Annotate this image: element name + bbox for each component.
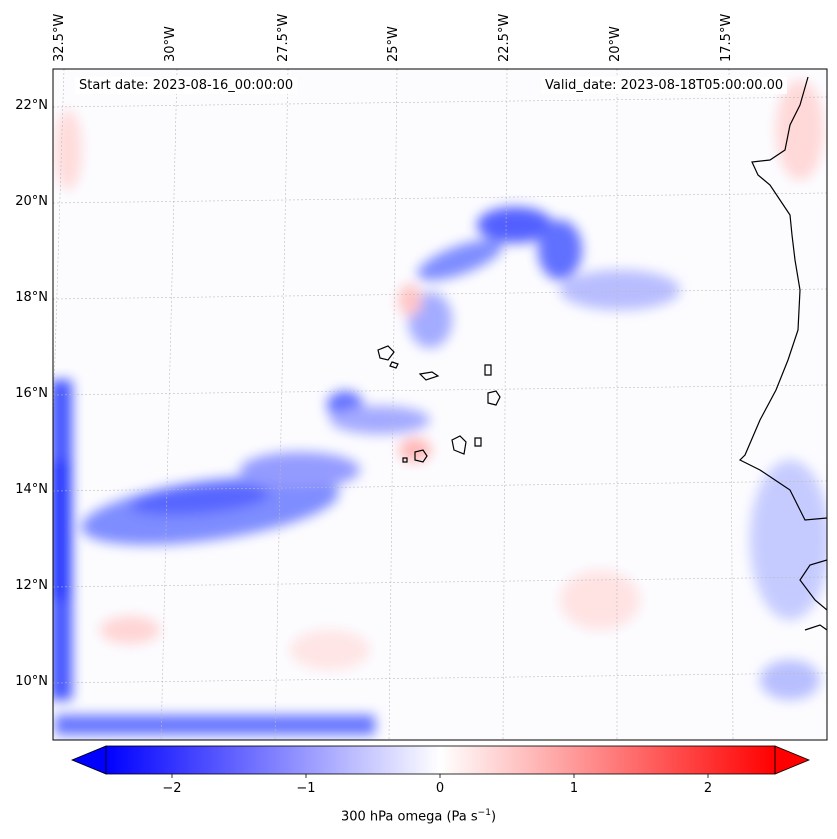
colorbar-tick-label: −1 xyxy=(296,781,316,796)
lon-label: 20°W xyxy=(608,26,623,62)
lon-label: 17.5°W xyxy=(719,13,734,62)
lat-label: 22°N xyxy=(15,98,48,113)
lat-label: 14°N xyxy=(15,482,48,497)
map-frame xyxy=(52,68,828,741)
colorbar-tick-label: 1 xyxy=(569,781,579,796)
lat-label: 18°N xyxy=(15,290,48,305)
lat-label: 20°N xyxy=(15,194,48,209)
colorbar-tick-label: 0 xyxy=(435,781,445,796)
graticule xyxy=(53,69,827,740)
lat-label: 16°N xyxy=(15,386,48,401)
omega-field xyxy=(53,69,827,740)
colorbar-label: 300 hPa omega (Pa s−1) xyxy=(340,808,497,825)
lon-label: 22.5°W xyxy=(497,13,512,62)
lat-label: 12°N xyxy=(15,578,48,593)
valid-date-label: Valid_date: 2023-08-18T05:00:00.00 xyxy=(541,77,788,94)
lon-label: 32.5°W xyxy=(52,13,67,62)
colorbar-tick-label: −2 xyxy=(162,781,182,796)
lon-label: 30°W xyxy=(163,26,178,62)
lon-label: 27.5°W xyxy=(276,13,291,62)
colorbar-tick-label: 2 xyxy=(703,781,713,796)
cape-verde-islands xyxy=(377,345,501,463)
lon-label: 25°W xyxy=(386,26,401,62)
colorbar-gradient xyxy=(106,746,775,774)
colorbar xyxy=(70,745,811,778)
start-date-label: Start date: 2023-08-16_00:00:00 xyxy=(75,77,298,94)
lat-label: 10°N xyxy=(15,674,48,689)
colorbar-extend-max xyxy=(774,745,811,775)
coastline xyxy=(738,76,827,631)
colorbar-extend-min xyxy=(70,745,107,775)
